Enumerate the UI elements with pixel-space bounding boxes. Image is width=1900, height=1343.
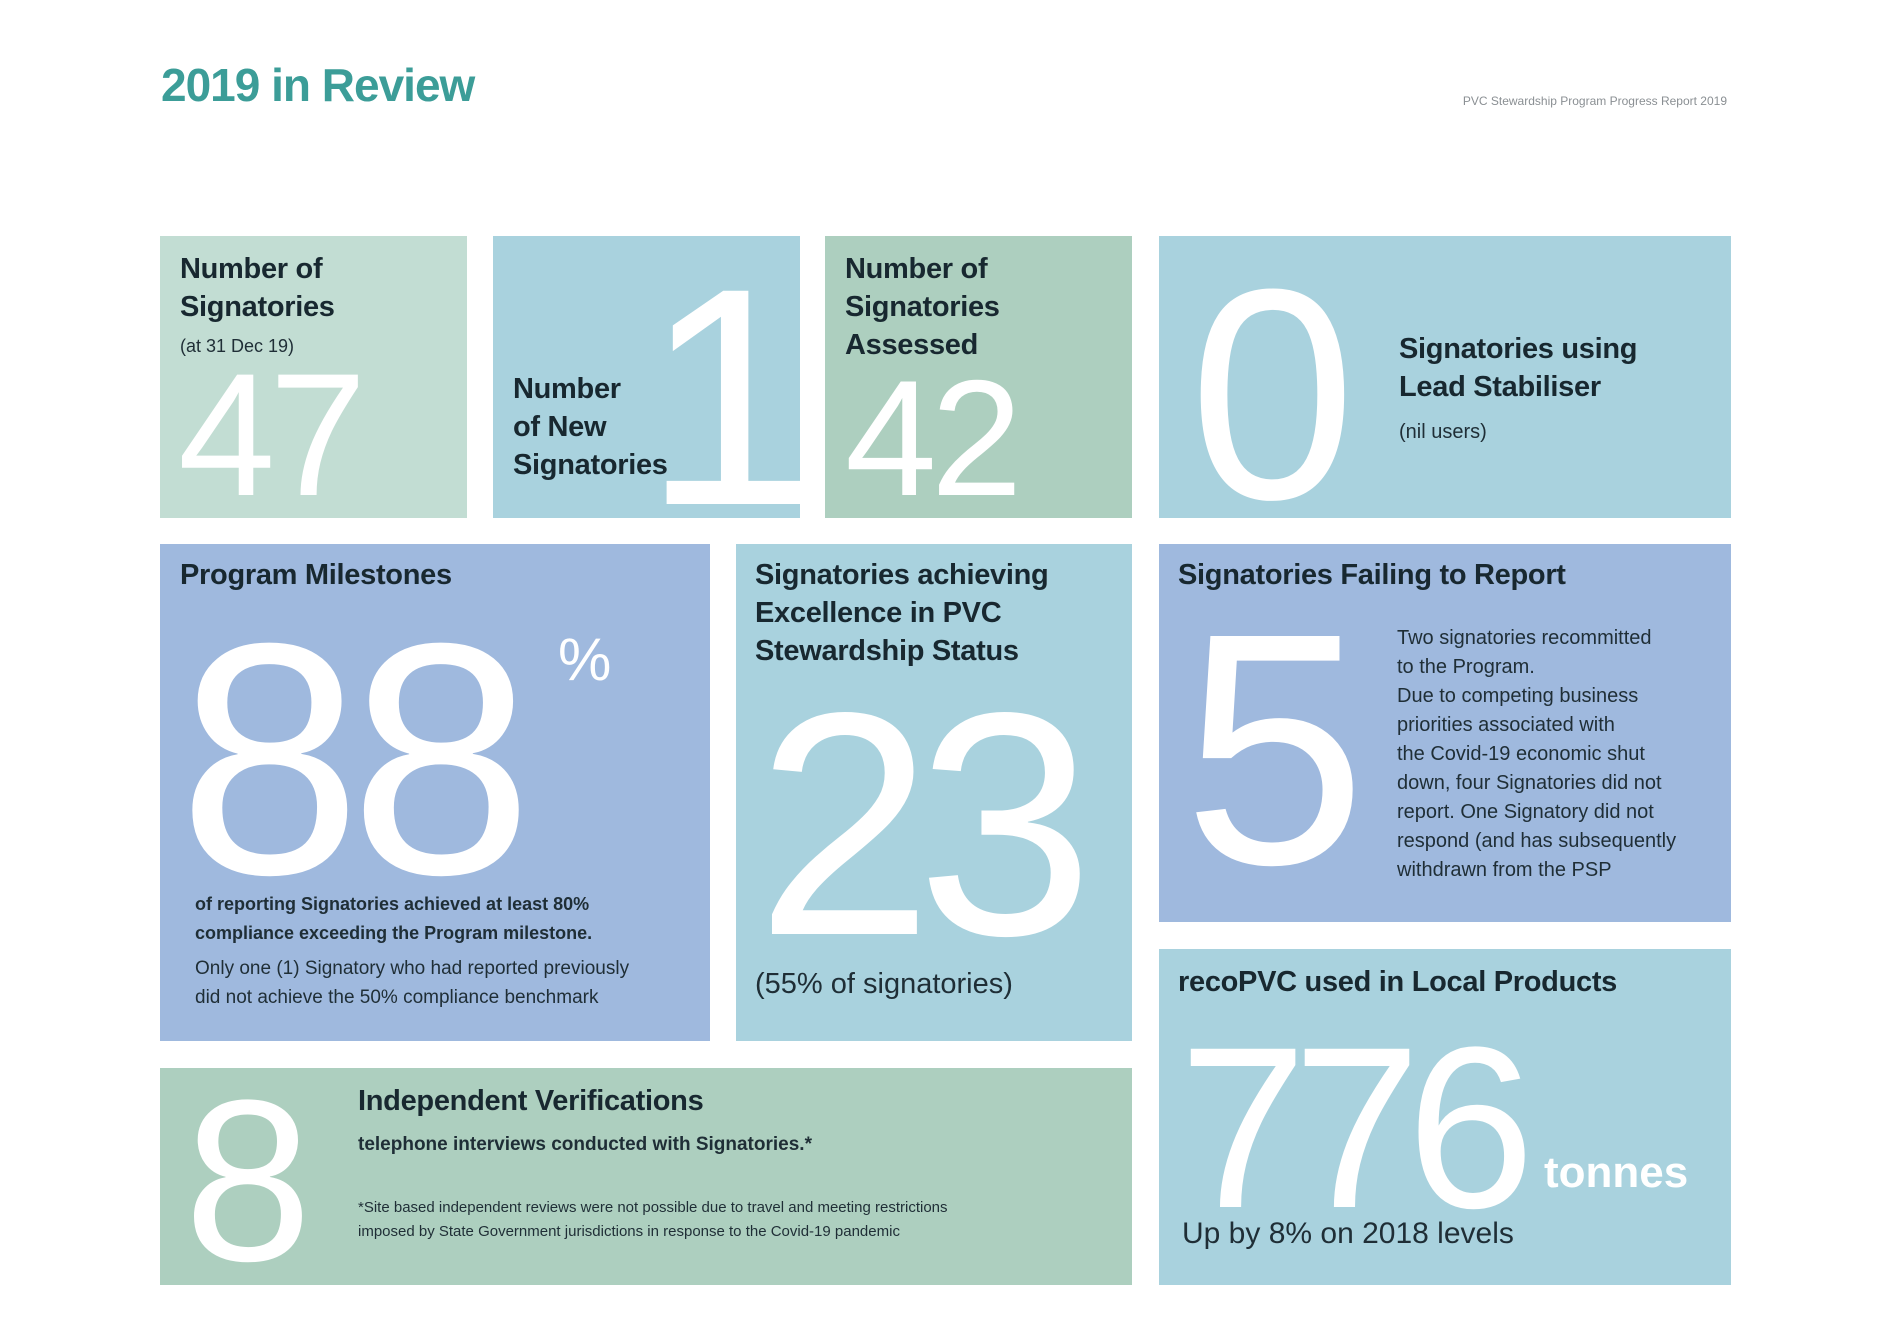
tile-value: 5 [1183,564,1367,922]
tile-unit: tonnes [1544,1148,1689,1197]
heading-line: of New [513,411,607,443]
tile-signatories-assessed: Number of Signatories Assessed 42 [825,236,1132,518]
tile-lead-stabiliser: 0 Signatories using Lead Stabiliser (nil … [1159,236,1731,518]
tile-value: 47 [178,338,367,518]
tile-heading: Number of Signatories [180,250,335,326]
milestone-note: Only one (1) Signatory who had reported … [195,954,629,1012]
tile-value: 8 [184,1068,312,1285]
tile-value: 1 [643,236,800,519]
tile-excellence-status: Signatories achieving Excellence in PVC St… [736,544,1132,1041]
milestone-summary: of reporting Signatories achieved at lea… [195,890,592,948]
tile-value: 42 [845,346,1023,519]
text-line: *Site based independent reviews were not… [358,1199,948,1216]
text-line: down, four Signatories did not [1397,772,1662,794]
tile-heading: Program Milestones [180,559,452,591]
tile-recopvc-local-products: recoPVC used in Local Products 776 tonne… [1159,949,1731,1285]
tile-heading: recoPVC used in Local Products [1178,966,1617,998]
page-title: 2019 in Review [161,59,475,111]
text-line: Only one (1) Signatory who had reported … [195,958,630,979]
heading-line: Signatories achieving [755,559,1049,591]
text-line: priorities associated with [1397,714,1615,736]
text-line: the Covid-19 economic shut [1397,743,1645,765]
tile-heading: Signatories using Lead Stabiliser [1399,330,1638,406]
tile-value: 23 [756,647,1094,1002]
heading-line: Assessed [845,329,979,361]
tile-heading: Number of Signatories Assessed [845,250,1000,364]
text-line: report. One Signatory did not [1397,801,1654,823]
tile-heading: Signatories Failing to Report [1178,559,1566,591]
text-line: to the Program. [1397,656,1535,678]
heading-line: Number of [845,253,988,285]
tile-value: 0 [1189,236,1356,518]
tile-unit: % [558,626,612,693]
heading-line: Signatories using [1399,333,1638,365]
heading-line: Signatories [180,291,335,323]
tile-program-milestones: Program Milestones 88 % of reporting Sig… [160,544,710,1041]
heading-line: Excellence in PVC [755,597,1002,629]
text-line: withdrawn from the PSP [1397,859,1612,881]
tile-note: (55% of signatories) [755,968,1013,1000]
tile-subheading: telephone interviews conducted with Sign… [358,1134,812,1155]
tile-heading: Number of New Signatories [513,370,668,484]
tile-number-of-signatories: Number of Signatories (at 31 Dec 19) 47 [160,236,467,518]
heading-line: Lead Stabiliser [1399,371,1601,403]
text-line: imposed by State Government jurisdiction… [358,1223,900,1240]
failing-description: Two signatories recommitted to the Progr… [1397,624,1676,885]
tile-new-signatories: Number of New Signatories 1 [493,236,800,518]
heading-line: Number [513,373,621,405]
tile-independent-verifications: 8 Independent Verifications telephone in… [160,1068,1132,1285]
tile-footnote: *Site based independent reviews were not… [358,1196,948,1244]
heading-line: Stewardship Status [755,635,1019,667]
text-line: Two signatories recommitted [1397,627,1652,649]
text-line: compliance exceeding the Program milesto… [195,923,593,943]
report-name: PVC Stewardship Program Progress Report … [1462,94,1727,108]
tile-heading: Signatories achieving Excellence in PVC St… [755,556,1049,670]
tile-failing-to-report: Signatories Failing to Report 5 Two sign… [1159,544,1731,922]
heading-line: Signatories [513,449,668,481]
text-line: of reporting Signatories achieved at lea… [195,894,590,914]
tile-note: Up by 8% on 2018 levels [1182,1217,1514,1250]
heading-line: Number of [180,253,323,285]
text-line: respond (and has subsequently [1397,830,1677,852]
text-line: Due to competing business [1397,685,1639,707]
tile-value: 88 [178,574,533,943]
text-line: did not achieve the 50% compliance bench… [195,987,599,1008]
tile-note: (at 31 Dec 19) [180,336,295,356]
heading-line: Signatories [845,291,1000,323]
tile-note: (nil users) [1399,421,1487,443]
tile-value: 776 [1179,999,1535,1256]
tile-heading: Independent Verifications [358,1085,704,1117]
